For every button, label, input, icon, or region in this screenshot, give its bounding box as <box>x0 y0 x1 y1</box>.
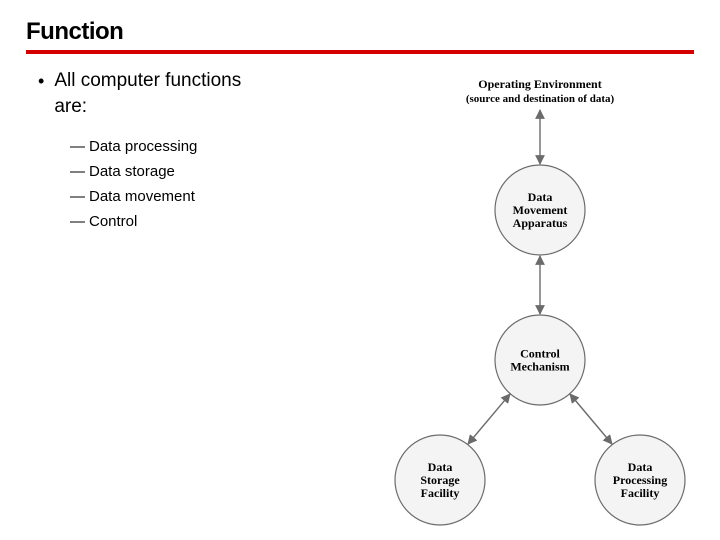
svg-text:(source and destination of dat: (source and destination of data) <box>466 93 615 105</box>
bullet-icon: • <box>38 68 44 94</box>
svg-text:Control: Control <box>520 347 560 361</box>
sub-bullet-label: Control <box>89 211 137 233</box>
page-title: Function <box>26 18 720 46</box>
sub-bullet-item: —Data processing <box>70 136 360 158</box>
svg-text:Movement: Movement <box>513 203 568 217</box>
svg-text:Facility: Facility <box>621 486 660 500</box>
text-column: • All computer functions are: —Data proc… <box>0 68 360 236</box>
svg-text:Storage: Storage <box>420 473 460 487</box>
bullet-text-line1: All computer functions <box>54 68 241 94</box>
sub-bullet-label: Data processing <box>89 136 197 158</box>
dash-icon: — <box>70 136 85 158</box>
svg-text:Operating Environment: Operating Environment <box>478 77 601 91</box>
svg-text:Processing: Processing <box>613 473 667 487</box>
sub-bullet-item: —Control <box>70 211 360 233</box>
function-diagram: Operating Environment (source and destina… <box>370 70 710 530</box>
svg-text:Data: Data <box>628 460 653 474</box>
sub-bullet-label: Data movement <box>89 186 195 208</box>
sub-bullet-label: Data storage <box>89 161 175 183</box>
dash-icon: — <box>70 211 85 233</box>
sub-bullet-item: —Data movement <box>70 186 360 208</box>
sub-bullet-list: —Data processing—Data storage—Data movem… <box>38 122 360 233</box>
dash-icon: — <box>70 186 85 208</box>
svg-text:Apparatus: Apparatus <box>513 216 568 230</box>
sub-bullet-item: —Data storage <box>70 161 360 183</box>
svg-text:Data: Data <box>528 190 553 204</box>
dash-icon: — <box>70 161 85 183</box>
svg-text:Mechanism: Mechanism <box>510 360 569 374</box>
svg-text:Facility: Facility <box>421 486 460 500</box>
svg-text:Data: Data <box>428 460 453 474</box>
diagram-panel: Operating Environment (source and destina… <box>370 70 710 530</box>
bullet-text-line2: are: <box>54 94 241 120</box>
